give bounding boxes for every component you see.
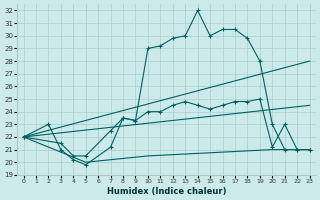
- X-axis label: Humidex (Indice chaleur): Humidex (Indice chaleur): [107, 187, 226, 196]
